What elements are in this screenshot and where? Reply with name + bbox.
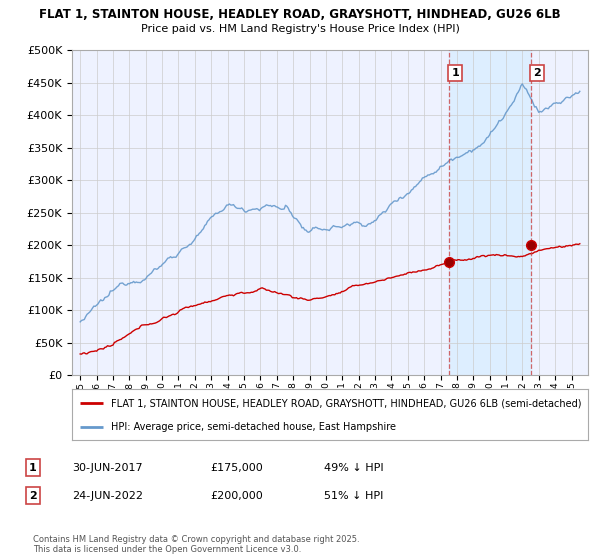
Text: Price paid vs. HM Land Registry's House Price Index (HPI): Price paid vs. HM Land Registry's House …	[140, 24, 460, 34]
Text: HPI: Average price, semi-detached house, East Hampshire: HPI: Average price, semi-detached house,…	[110, 422, 396, 432]
Text: 49% ↓ HPI: 49% ↓ HPI	[324, 463, 383, 473]
Text: 1: 1	[29, 463, 37, 473]
Text: 24-JUN-2022: 24-JUN-2022	[72, 491, 143, 501]
Text: FLAT 1, STAINTON HOUSE, HEADLEY ROAD, GRAYSHOTT, HINDHEAD, GU26 6LB (semi-detach: FLAT 1, STAINTON HOUSE, HEADLEY ROAD, GR…	[110, 398, 581, 408]
Bar	[449, 50, 530, 375]
Text: 2: 2	[533, 68, 541, 78]
Text: 30-JUN-2017: 30-JUN-2017	[72, 463, 143, 473]
Text: 2: 2	[29, 491, 37, 501]
Text: £200,000: £200,000	[210, 491, 263, 501]
Text: 51% ↓ HPI: 51% ↓ HPI	[324, 491, 383, 501]
Text: 1: 1	[451, 68, 459, 78]
Text: FLAT 1, STAINTON HOUSE, HEADLEY ROAD, GRAYSHOTT, HINDHEAD, GU26 6LB: FLAT 1, STAINTON HOUSE, HEADLEY ROAD, GR…	[39, 8, 561, 21]
Text: £175,000: £175,000	[210, 463, 263, 473]
Text: Contains HM Land Registry data © Crown copyright and database right 2025.
This d: Contains HM Land Registry data © Crown c…	[33, 535, 359, 554]
